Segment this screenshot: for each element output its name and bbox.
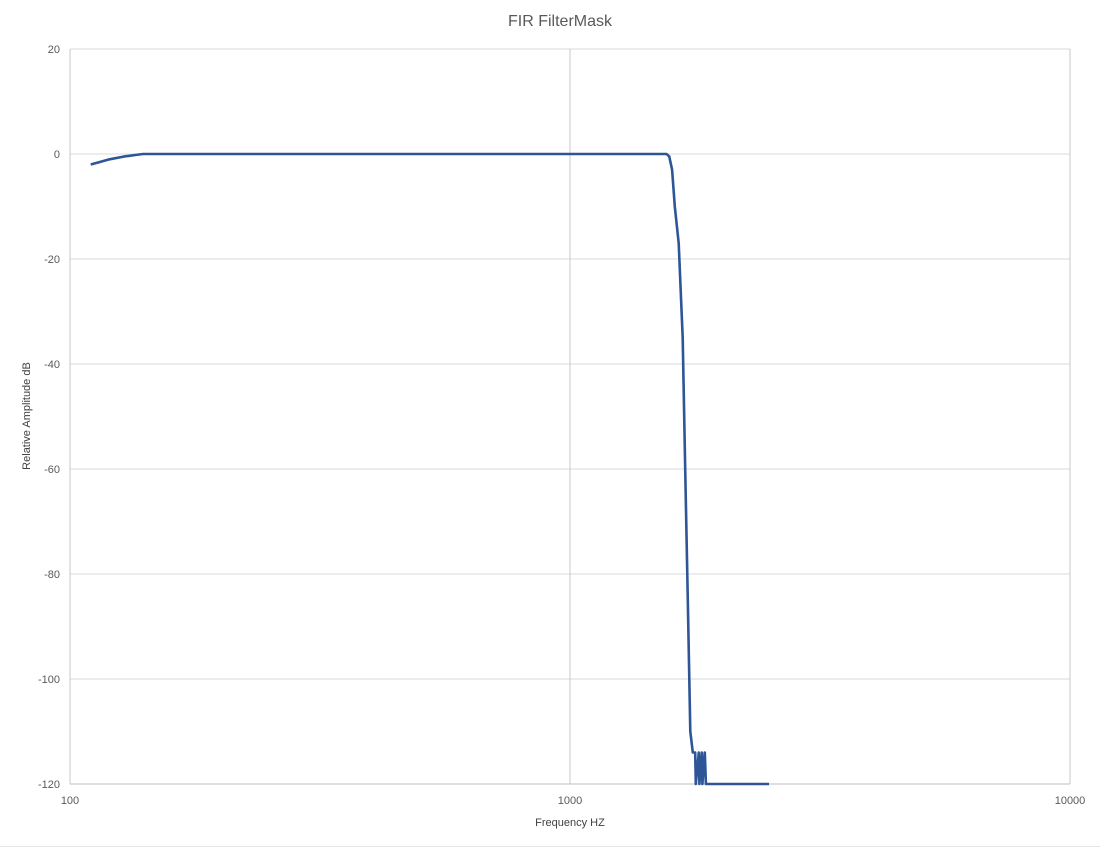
chart-title: FIR FilterMask <box>508 13 613 30</box>
y-tick-label: -40 <box>44 359 60 371</box>
x-axis-label: Frequency HZ <box>535 817 605 829</box>
x-tick-label: 10000 <box>1055 795 1086 807</box>
bottom-divider <box>0 846 1100 847</box>
series-line <box>90 152 769 786</box>
y-tick-label: 0 <box>54 149 60 161</box>
x-tick-label: 1000 <box>558 795 582 807</box>
gridlines <box>69 48 1071 784</box>
y-tick-label: 20 <box>48 44 60 56</box>
x-tick-label: 100 <box>61 795 79 807</box>
y-tick-label: -20 <box>44 254 60 266</box>
series-layer <box>90 152 769 786</box>
y-tick-label: -100 <box>38 674 60 686</box>
y-tick-label: -80 <box>44 569 60 581</box>
y-tick-label: -60 <box>44 464 60 476</box>
y-tick-label: -120 <box>38 779 60 791</box>
y-axis-label: Relative Amplitude dB <box>21 362 33 470</box>
